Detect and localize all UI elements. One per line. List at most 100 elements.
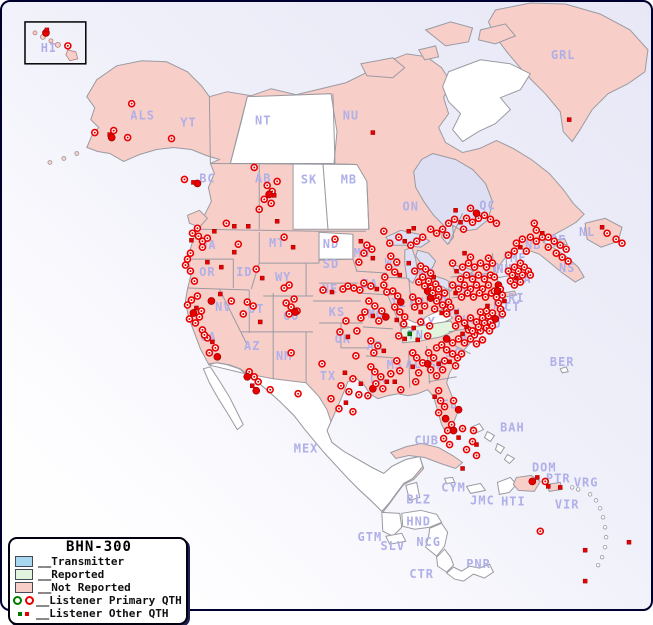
listener-other-qth-marker bbox=[342, 370, 348, 376]
listener-primary-qth-dot bbox=[283, 287, 286, 290]
listener-primary-qth-dot bbox=[423, 285, 426, 288]
region-label-SLV: SLV bbox=[380, 539, 405, 553]
region-label-ALS: ALS bbox=[130, 109, 155, 123]
listener-other-qth-marker bbox=[462, 250, 467, 256]
listener-primary-qth-dot bbox=[398, 310, 401, 313]
state-border-line bbox=[408, 278, 413, 311]
state-border-line bbox=[362, 326, 393, 330]
listener-other-qth-marker bbox=[402, 238, 407, 244]
listener-primary-qth-dot bbox=[269, 388, 272, 391]
listener-primary-qth-dot bbox=[462, 228, 465, 231]
listener-other-qth-marker bbox=[402, 336, 407, 342]
region-label-WY: WY bbox=[275, 270, 291, 284]
listener-other-qth-marker bbox=[418, 309, 423, 315]
listener-primary-qth-dot bbox=[415, 356, 418, 359]
listener-primary-qth-dot bbox=[417, 371, 420, 374]
listener-primary-qth-dot bbox=[434, 283, 437, 286]
listener-primary-qth-dot bbox=[288, 284, 291, 287]
legend-row-circles: __Listener Primary QTH bbox=[13, 594, 183, 607]
listener-primary-qth-dot bbox=[424, 268, 427, 271]
region-label-OR: OR bbox=[199, 265, 215, 279]
listener-primary-qth-dot bbox=[477, 217, 480, 220]
listener-primary-qth-dot bbox=[488, 329, 491, 332]
listener-primary-qth-dot bbox=[471, 440, 474, 443]
listener-primary-qth-dot bbox=[266, 184, 269, 187]
region-label-SK: SK bbox=[301, 172, 317, 186]
region-CTR bbox=[436, 548, 455, 573]
listener-primary-qth-dot bbox=[428, 324, 431, 327]
listener-other-qth-marker bbox=[191, 180, 196, 185]
listener-other-qth-marker bbox=[514, 275, 519, 281]
listener-other-qth-marker bbox=[432, 394, 437, 399]
listener-other-qth-marker bbox=[384, 379, 390, 384]
listener-primary-qth-dot bbox=[362, 252, 365, 255]
listener-primary-qth-dot bbox=[252, 305, 255, 307]
listener-primary-qth-dot bbox=[66, 44, 69, 47]
listener-primary-qth-dot bbox=[465, 217, 468, 220]
listener-primary-qth-dot bbox=[475, 342, 478, 345]
listener-primary-qth-dot bbox=[533, 222, 536, 225]
listener-primary-qth-dot bbox=[344, 319, 347, 322]
listener-other-qth-marker bbox=[453, 290, 458, 296]
antilles-island bbox=[599, 554, 605, 560]
listener-other-qth-marker bbox=[358, 238, 364, 244]
listener-primary-qth-dot bbox=[547, 236, 550, 239]
listener-other-qth-marker bbox=[458, 220, 463, 225]
listener-primary-qth-dot bbox=[329, 397, 332, 400]
listener-primary-qth-dot bbox=[535, 240, 538, 243]
region-label-RI: RI bbox=[508, 291, 524, 305]
region-baffin bbox=[442, 59, 532, 143]
listener-primary-qth-dot bbox=[290, 305, 293, 308]
listener-primary-qth-dot bbox=[263, 198, 266, 201]
listener-other-qth-marker bbox=[205, 259, 210, 265]
listener-primary-qth-dot bbox=[196, 227, 199, 230]
listener-primary-qth-dot bbox=[499, 307, 502, 310]
region-label-NL: NL bbox=[579, 225, 595, 239]
listener-primary-qth-dot bbox=[358, 289, 361, 292]
listener-primary-qth-dot bbox=[417, 281, 420, 284]
region-label-QC: QC bbox=[479, 198, 495, 212]
listener-primary-qth-dot bbox=[465, 274, 468, 277]
listener-other-qth-marker bbox=[464, 324, 469, 330]
listener-primary-qth-dot bbox=[435, 232, 438, 235]
listener-primary-qth-dot bbox=[288, 312, 291, 315]
listener-primary-qth-dot bbox=[396, 295, 399, 298]
state-border-line bbox=[352, 258, 358, 272]
listener-primary-qth-dot bbox=[521, 238, 524, 241]
listener-qth-cluster-marker bbox=[252, 386, 261, 395]
listener-other-qth-marker bbox=[406, 229, 411, 234]
listener-primary-qth-dot bbox=[437, 296, 440, 299]
listener-primary-qth-dot bbox=[377, 319, 380, 322]
listener-primary-qth-dot bbox=[253, 166, 256, 169]
listener-primary-qth-dot bbox=[451, 341, 454, 344]
listener-qth-cluster-marker bbox=[213, 352, 222, 361]
listener-primary-qth-dot bbox=[479, 262, 482, 265]
listener-primary-qth-dot bbox=[321, 362, 324, 365]
listener-other-qth-marker bbox=[582, 578, 588, 584]
listener-primary-qth-dot bbox=[395, 261, 398, 264]
listener-primary-qth-dot bbox=[477, 325, 480, 328]
listener-other-qth-marker bbox=[546, 484, 551, 489]
state-border-line bbox=[208, 96, 211, 164]
listener-other-qth-marker bbox=[250, 383, 255, 388]
aleutian-island bbox=[74, 151, 80, 156]
listener-other-qth-marker bbox=[381, 348, 387, 354]
listener-primary-qth-dot bbox=[606, 232, 609, 235]
listener-qth-cluster-marker bbox=[449, 426, 458, 435]
listener-primary-qth-dot bbox=[451, 284, 454, 287]
listener-other-qth-marker bbox=[212, 229, 217, 234]
state-border-line bbox=[198, 228, 366, 232]
listener-primary-qth-dot bbox=[463, 284, 466, 287]
listener-primary-qth-dot bbox=[460, 352, 463, 355]
listener-primary-qth-dot bbox=[191, 232, 194, 235]
listener-primary-qth-dot bbox=[529, 274, 532, 277]
listener-primary-qth-dot bbox=[479, 310, 482, 313]
listener-other-qth-marker bbox=[566, 117, 572, 122]
listener-primary-qth-dot bbox=[461, 266, 464, 269]
listener-primary-qth-dot bbox=[170, 137, 173, 140]
listener-primary-qth-dot bbox=[481, 338, 484, 341]
listener-primary-qth-dot bbox=[421, 361, 424, 364]
listener-primary-qth-dot bbox=[183, 178, 186, 181]
listener-other-qth-marker bbox=[290, 244, 296, 250]
listener-primary-qth-dot bbox=[433, 307, 436, 310]
